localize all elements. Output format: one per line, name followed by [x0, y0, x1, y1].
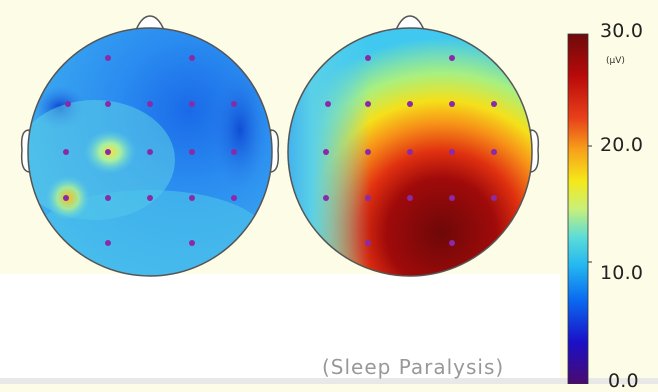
left-electrodes	[63, 55, 237, 246]
background-panel	[0, 274, 560, 384]
bottom-strip	[0, 378, 658, 384]
colorbar-unit: (μV)	[606, 56, 625, 66]
right-nose-icon	[394, 15, 426, 31]
figure-caption: (Sleep Paralysis)	[322, 355, 505, 379]
colorbar-tick-20: 20.0	[600, 134, 644, 156]
colorbar-min-label: 0.0	[608, 370, 639, 392]
left-nose-icon	[134, 15, 166, 31]
scalp-maps-svg	[20, 15, 592, 384]
colorbar	[567, 33, 589, 384]
topography-figure: 30.0 (μV) 20.0 10.0 0.0 (Sleep Paralysis…	[0, 15, 658, 392]
colorbar-tick-10: 10.0	[600, 262, 644, 284]
colorbar-max-label: 30.0	[600, 20, 644, 42]
right-head	[287, 15, 540, 277]
right-electrodes	[323, 55, 497, 246]
